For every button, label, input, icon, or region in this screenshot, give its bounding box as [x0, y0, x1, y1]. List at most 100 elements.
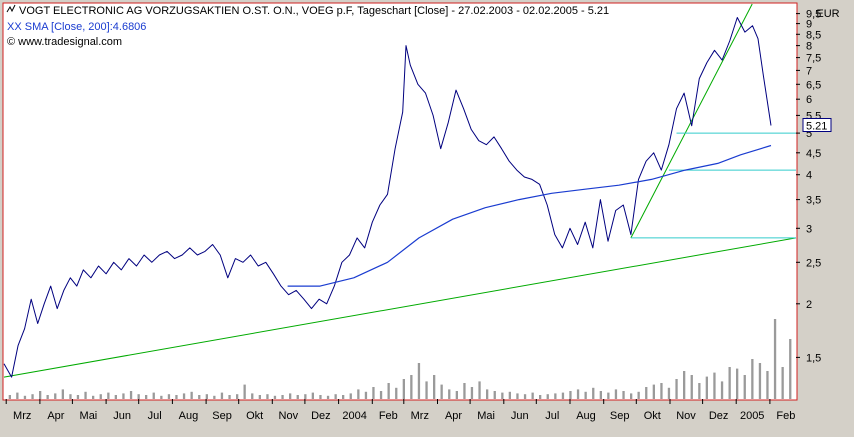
volume-bar — [304, 394, 307, 399]
y-tick-label: 9 — [806, 19, 812, 31]
last-value-badge-box — [802, 118, 832, 132]
volume-bar — [486, 389, 489, 399]
volume-bar — [198, 395, 201, 399]
volume-bar — [379, 391, 383, 399]
x-tick-label: Feb — [776, 410, 795, 422]
volume-bar — [251, 393, 254, 399]
volume-bar — [395, 387, 398, 399]
volume-bar — [190, 391, 193, 399]
y-tick-label: 2 — [806, 299, 812, 311]
volume-bar — [584, 391, 587, 399]
volume-bar — [160, 395, 163, 399]
trendlines — [3, 3, 797, 378]
volume-bar — [561, 392, 565, 399]
volume-bar — [539, 395, 542, 399]
x-tick-label: Jun — [113, 410, 131, 422]
volume-bar — [8, 395, 11, 399]
x-tick-label: Apr — [47, 410, 64, 422]
volume-bar — [546, 394, 549, 399]
volume-bar — [463, 383, 466, 399]
source-credit: © www.tradesignal.com — [7, 36, 122, 48]
volume-bar — [508, 391, 511, 399]
plot-frame — [2, 2, 798, 401]
volume-bar — [342, 395, 345, 399]
volume-bar — [228, 395, 231, 399]
volume-bar — [236, 394, 239, 399]
last-value-badge-text: 5.21 — [806, 121, 827, 133]
volume-bar — [258, 395, 261, 399]
volume-bar — [16, 392, 19, 399]
x-tick-label: Aug — [576, 410, 596, 422]
x-tick-label: Nov — [279, 410, 299, 422]
x-tick-label: 2004 — [342, 410, 366, 422]
volume-bar — [349, 393, 352, 399]
volume-bar — [167, 394, 171, 399]
volume-bar — [622, 391, 625, 399]
volume-bar — [736, 368, 739, 399]
volume-bar — [402, 379, 405, 399]
volume-bar — [23, 395, 27, 399]
volume-bar — [129, 391, 133, 399]
volume-bar — [758, 363, 762, 399]
volume-bar — [372, 387, 375, 399]
volume-bar — [531, 392, 534, 399]
volume-bars — [8, 319, 792, 399]
currency-label: EUR — [816, 8, 839, 20]
plot-area[interactable] — [3, 3, 797, 400]
volume-bar — [137, 394, 140, 399]
volume-bar — [660, 383, 663, 399]
x-tick-label: Sep — [212, 410, 232, 422]
x-tick-label: Jul — [545, 410, 559, 422]
volume-bar — [417, 363, 421, 399]
volume-bar — [630, 393, 633, 399]
volume-bar — [182, 393, 186, 399]
y-tick-label: 4,5 — [806, 148, 821, 160]
y-tick-label: 6,5 — [806, 79, 821, 91]
volume-bar — [54, 393, 57, 399]
volume-bar — [493, 391, 496, 399]
volume-bar — [720, 381, 724, 399]
volume-bar — [92, 395, 95, 399]
volume-bar — [652, 384, 655, 399]
volume-bar — [470, 387, 474, 399]
x-tick-label: 2005 — [740, 410, 764, 422]
y-tick-label: 3 — [806, 223, 812, 235]
y-tick-label: 8 — [806, 41, 812, 53]
x-tick-label: Nov — [676, 410, 696, 422]
volume-bar — [387, 383, 390, 399]
volume-bar — [781, 367, 784, 399]
volume-bar — [326, 395, 330, 399]
sma-legend: XX SMA [Close, 200]:4.6806 — [7, 21, 146, 33]
volume-bar — [122, 393, 125, 399]
y-tick-label: 7 — [806, 65, 812, 77]
volume-bar — [576, 389, 580, 399]
volume-bar — [69, 394, 72, 399]
volume-bar — [266, 394, 269, 399]
volume-bar — [243, 384, 246, 399]
series-lines — [3, 17, 772, 378]
volume-bar — [433, 375, 436, 399]
volume-bar — [637, 391, 640, 399]
trend-line — [3, 237, 797, 378]
volume-bar — [478, 381, 481, 399]
volume-bar — [440, 384, 443, 399]
volume-bar — [273, 395, 277, 399]
volume-bar — [667, 387, 671, 399]
volume-bar — [523, 394, 527, 399]
y-tick-label: 9,5 — [806, 9, 821, 21]
x-tick-label: Apr — [445, 410, 462, 422]
y-tick-label: 2,5 — [806, 257, 821, 269]
volume-bar — [425, 381, 428, 399]
volume-bar — [713, 372, 716, 399]
x-tick-label: Feb — [379, 410, 398, 422]
x-tick-label: Mai — [477, 410, 495, 422]
volume-bar — [705, 376, 708, 399]
volume-bar — [569, 391, 572, 399]
volume-bar — [76, 395, 80, 399]
x-tick-label: Mai — [80, 410, 98, 422]
volume-bar — [690, 375, 693, 399]
y-tick-label: 4 — [806, 170, 812, 182]
volume-bar — [698, 383, 701, 399]
